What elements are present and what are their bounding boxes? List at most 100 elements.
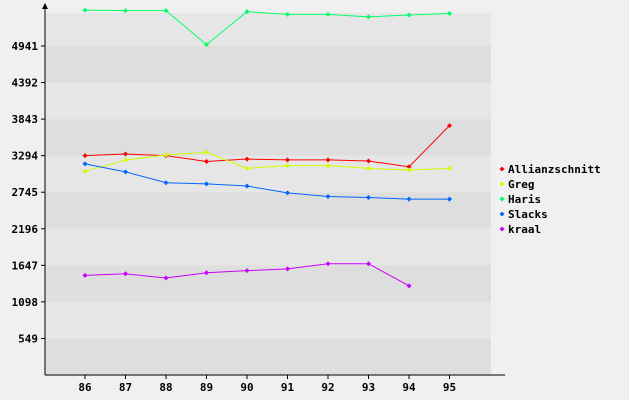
data-point [366, 14, 371, 20]
data-point [123, 8, 128, 14]
data-point [204, 181, 209, 187]
data-point [82, 153, 88, 159]
x-tick-label: 93 [362, 381, 375, 394]
legend-label: kraal [508, 223, 541, 236]
legend-item: Haris [499, 193, 541, 206]
x-tick-label: 88 [159, 381, 172, 394]
data-point [123, 169, 128, 175]
legend-marker [499, 226, 505, 232]
legend-item: kraal [499, 223, 541, 236]
axes [42, 3, 505, 376]
y-tick-label: 1098 [12, 296, 39, 309]
y-tick-label: 3294 [12, 150, 39, 163]
data-point [82, 168, 88, 174]
data-point [406, 12, 412, 18]
y-tick-label: 3843 [12, 113, 39, 126]
legend-label: Allianzschnitt [508, 163, 601, 176]
data-point [325, 163, 331, 169]
data-point [325, 261, 331, 267]
y-tick-label: 1647 [12, 259, 39, 272]
y-tick-label: 2196 [12, 223, 39, 236]
data-point [82, 7, 88, 13]
series-kraal [82, 261, 412, 289]
data-point [406, 164, 412, 170]
data-point [204, 270, 209, 276]
y-axis-arrow [42, 3, 48, 9]
data-point [285, 11, 290, 17]
y-axis-ticks: 549 1098 1647 2196 2745 3294 3843 4392 4941 [12, 40, 45, 345]
data-point [366, 261, 371, 267]
legend-label: Haris [508, 193, 541, 206]
y-tick-label: 4941 [12, 40, 39, 53]
legend-label: Greg [508, 178, 535, 191]
data-point [325, 193, 331, 199]
grid-band [45, 301, 491, 339]
y-tick-label: 4392 [12, 77, 39, 90]
data-point [447, 196, 452, 202]
data-point [366, 158, 371, 164]
grid-band [45, 228, 491, 266]
legend-marker [499, 211, 505, 217]
series-line [84, 125, 450, 168]
legend-item: Greg [499, 178, 535, 191]
series-line [84, 163, 450, 200]
data-point [366, 165, 371, 171]
grid-band [45, 155, 491, 193]
x-tick-label: 92 [321, 381, 334, 394]
x-axis-ticks: 86 87 88 89 90 91 92 93 94 95 [78, 375, 456, 394]
data-point [204, 42, 209, 48]
data-point [204, 159, 209, 165]
series-lines [82, 7, 452, 289]
grid-band [45, 192, 491, 229]
legend-marker [499, 196, 505, 202]
y-tick-label: 2745 [12, 186, 39, 199]
data-point [244, 9, 250, 15]
data-point [285, 190, 290, 196]
data-point [244, 165, 250, 171]
data-point [447, 123, 452, 129]
data-point [447, 11, 452, 17]
y-tick-label: 549 [18, 332, 38, 345]
data-point [406, 196, 412, 202]
legend-item: Allianzschnitt [499, 163, 601, 176]
data-point [244, 268, 250, 274]
x-tick-label: 91 [281, 381, 295, 394]
grid-band [45, 46, 491, 83]
data-point [406, 283, 412, 289]
x-tick-label: 90 [240, 381, 253, 394]
legend-marker [499, 181, 505, 187]
series-haris [82, 7, 452, 48]
data-point [163, 180, 169, 186]
x-tick-label: 87 [119, 381, 132, 394]
data-point [163, 152, 169, 158]
series-allianzschnitt [82, 123, 452, 170]
data-point [82, 161, 88, 167]
data-point [406, 167, 412, 173]
data-point [123, 271, 128, 277]
series-line [84, 151, 450, 172]
x-tick-label: 95 [443, 381, 456, 394]
data-point [163, 275, 169, 281]
data-point [244, 183, 250, 189]
legend-marker [499, 166, 505, 172]
data-point [123, 151, 128, 157]
series-line [84, 9, 450, 46]
grid-band [45, 338, 491, 375]
data-point [163, 8, 169, 14]
data-point [285, 163, 290, 169]
legend-item: Slacks [499, 208, 548, 221]
series-greg [82, 149, 452, 174]
grid-band [45, 82, 491, 120]
x-tick-label: 94 [402, 381, 416, 394]
grid-band [45, 265, 491, 302]
data-point [244, 156, 250, 162]
data-point [366, 194, 371, 200]
series-slacks [82, 161, 452, 202]
data-point [285, 157, 290, 163]
x-tick-label: 89 [200, 381, 213, 394]
data-point [325, 157, 331, 163]
data-point [325, 11, 331, 17]
legend: Allianzschnitt Greg Haris Slacks kraal [499, 163, 601, 236]
x-tick-label: 86 [78, 381, 92, 394]
